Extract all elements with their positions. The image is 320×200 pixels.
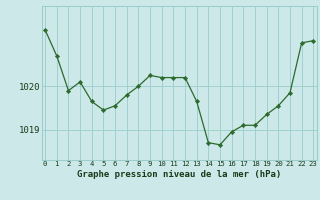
X-axis label: Graphe pression niveau de la mer (hPa): Graphe pression niveau de la mer (hPa) xyxy=(77,170,281,179)
